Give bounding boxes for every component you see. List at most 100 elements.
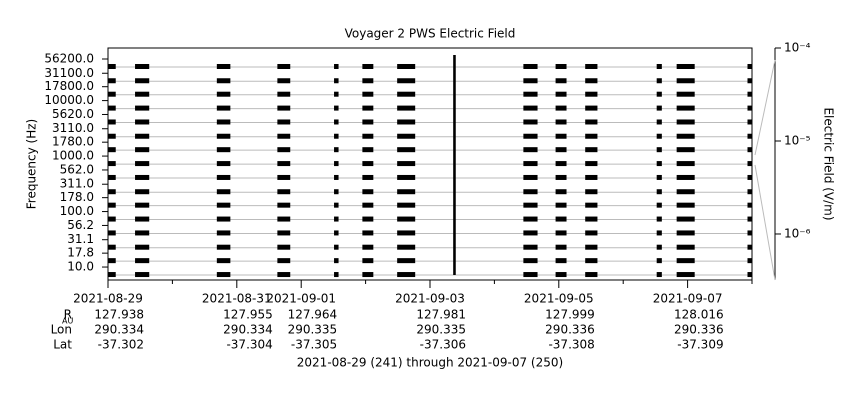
data-burst (277, 91, 291, 97)
data-burst (216, 105, 231, 111)
data-burst (277, 244, 291, 250)
y-tick-label: 17800.0 (44, 79, 94, 93)
data-burst (108, 189, 116, 195)
data-burst (334, 105, 339, 111)
data-burst (277, 272, 291, 278)
data-burst (676, 133, 695, 139)
data-burst (523, 258, 538, 264)
data-burst (585, 216, 598, 222)
data-burst (216, 216, 231, 222)
data-burst (555, 272, 567, 278)
data-burst (277, 161, 291, 167)
data-burst (676, 244, 695, 250)
data-burst (397, 147, 416, 153)
data-burst (216, 244, 231, 250)
x-tick-label: 2021-09-07 (653, 292, 723, 306)
data-burst (216, 133, 231, 139)
data-burst (747, 133, 752, 139)
data-burst (555, 105, 567, 111)
data-burst (397, 230, 416, 236)
data-burst (216, 119, 231, 125)
data-burst (135, 189, 150, 195)
colorbar-guide (754, 164, 776, 281)
data-burst (277, 78, 291, 84)
data-burst (108, 230, 116, 236)
data-burst (747, 272, 752, 278)
ephemeris-value: 127.955 (223, 308, 273, 322)
data-burst (676, 63, 695, 69)
ephemeris-value: 290.335 (288, 323, 338, 337)
data-burst (523, 272, 538, 278)
data-burst (656, 244, 662, 250)
data-burst (216, 272, 231, 278)
data-burst (397, 105, 416, 111)
data-burst (555, 244, 567, 250)
ephemeris-value: -37.305 (291, 338, 337, 352)
data-burst (747, 91, 752, 97)
data-burst (216, 78, 231, 84)
data-burst (397, 244, 416, 250)
data-burst (747, 258, 752, 264)
data-burst (747, 63, 752, 69)
y-tick-label: 56.2 (67, 218, 94, 232)
data-burst (676, 161, 695, 167)
data-burst (397, 258, 416, 264)
data-burst (277, 63, 291, 69)
ephemeris-label: Lat (53, 338, 72, 352)
data-burst (108, 105, 116, 111)
data-burst (656, 272, 662, 278)
y2-tick-label: 10⁻⁴ (784, 41, 811, 55)
data-burst (585, 230, 598, 236)
data-burst (108, 272, 116, 278)
y-tick-label: 3110.0 (52, 121, 94, 135)
data-burst (108, 147, 116, 153)
data-burst (334, 78, 339, 84)
data-burst (135, 91, 150, 97)
data-burst (523, 78, 538, 84)
data-burst (334, 91, 339, 97)
data-burst (747, 147, 752, 153)
data-burst (555, 63, 567, 69)
data-burst (523, 161, 538, 167)
data-burst (135, 105, 150, 111)
data-burst (334, 202, 339, 208)
ephemeris-value: 290.334 (223, 323, 273, 337)
data-burst (216, 202, 231, 208)
data-burst (523, 119, 538, 125)
data-burst (656, 119, 662, 125)
data-burst (555, 216, 567, 222)
data-burst (397, 63, 416, 69)
y-tick-label: 56200.0 (44, 51, 94, 65)
data-burst (676, 147, 695, 153)
data-burst (656, 174, 662, 180)
data-burst (523, 133, 538, 139)
data-burst (585, 189, 598, 195)
data-burst (585, 202, 598, 208)
data-burst (334, 133, 339, 139)
x-tick-label: 2021-08-29 (73, 292, 143, 306)
x-tick-label: 2021-09-03 (395, 292, 465, 306)
data-burst (362, 105, 374, 111)
data-burst (555, 91, 567, 97)
data-burst (585, 161, 598, 167)
data-burst (108, 63, 116, 69)
data-burst (135, 147, 150, 153)
data-burst (362, 78, 374, 84)
x-tick-label: 2021-08-31 (202, 292, 272, 306)
data-burst (656, 147, 662, 153)
data-burst (216, 91, 231, 97)
data-burst (585, 147, 598, 153)
data-burst (747, 230, 752, 236)
data-burst (747, 119, 752, 125)
ephemeris-value: -37.308 (548, 338, 594, 352)
data-burst (135, 202, 150, 208)
data-burst (108, 216, 116, 222)
data-burst (676, 202, 695, 208)
data-burst (277, 202, 291, 208)
y-tick-label: 178.0 (60, 190, 94, 204)
y-tick-label: 31.1 (67, 232, 94, 246)
data-burst (555, 147, 567, 153)
data-burst (108, 119, 116, 125)
data-burst (656, 216, 662, 222)
